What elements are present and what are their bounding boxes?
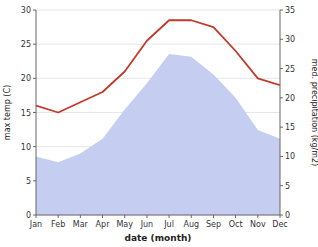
x-tick bbox=[36, 215, 37, 218]
y-tick bbox=[33, 112, 36, 113]
y2-tick bbox=[280, 156, 283, 157]
x-tick-label: Sep bbox=[206, 220, 221, 229]
y2-tick-label: 10 bbox=[285, 152, 295, 161]
y-tick bbox=[33, 146, 36, 147]
y-tick-label: 25 bbox=[21, 40, 31, 49]
y-tick bbox=[33, 44, 36, 45]
y2-tick-label: 5 bbox=[285, 182, 290, 191]
y2-tick-label: 0 bbox=[285, 211, 290, 220]
x-tick bbox=[213, 215, 214, 218]
y-tick-label: 0 bbox=[26, 211, 31, 220]
y-axis-label: max temp (C) bbox=[3, 85, 12, 140]
x-tick bbox=[257, 215, 258, 218]
chart: 0 5 10 15 20 25 30 0 5 10 15 20 25 30 35 Jan Feb Mar Apr Ma… bbox=[0, 0, 318, 247]
x-tick bbox=[80, 215, 81, 218]
y2-tick bbox=[280, 97, 283, 98]
y2-axis-label: med. precipitation (kg/m2) bbox=[310, 59, 318, 166]
y2-tick bbox=[280, 127, 283, 128]
y-tick-label: 10 bbox=[21, 143, 31, 152]
y2-tick-label: 20 bbox=[285, 94, 295, 103]
x-tick-label: Oct bbox=[229, 220, 243, 229]
x-axis-line bbox=[36, 215, 280, 216]
y-tick bbox=[33, 180, 36, 181]
y-tick-label: 30 bbox=[21, 6, 31, 15]
x-tick-label: May bbox=[116, 220, 133, 229]
x-tick-label: Dec bbox=[272, 220, 287, 229]
x-tick-label: Feb bbox=[51, 220, 65, 229]
x-axis-label: date (month) bbox=[125, 233, 192, 243]
y2-axis-line bbox=[280, 10, 281, 215]
precip-area bbox=[36, 54, 280, 215]
x-tick-label: Jul bbox=[163, 220, 174, 229]
y-tick bbox=[33, 78, 36, 79]
x-tick-label: Jun bbox=[140, 220, 154, 229]
y2-tick bbox=[280, 39, 283, 40]
grid-line bbox=[36, 215, 280, 216]
x-tick bbox=[58, 215, 59, 218]
x-tick bbox=[235, 215, 236, 218]
y2-tick-label: 15 bbox=[285, 123, 295, 132]
x-tick bbox=[169, 215, 170, 218]
temp-line bbox=[36, 20, 280, 112]
x-tick-label: Nov bbox=[250, 220, 266, 229]
y2-tick-label: 30 bbox=[285, 35, 295, 44]
y-tick-label: 20 bbox=[21, 74, 31, 83]
x-tick-label: Mar bbox=[73, 220, 89, 229]
x-tick bbox=[102, 215, 103, 218]
y2-tick bbox=[280, 68, 283, 69]
y2-tick bbox=[280, 10, 283, 11]
x-tick bbox=[191, 215, 192, 218]
x-tick bbox=[146, 215, 147, 218]
y2-tick bbox=[280, 185, 283, 186]
x-tick bbox=[124, 215, 125, 218]
y-tick-label: 5 bbox=[26, 177, 31, 186]
x-tick-label: Aug bbox=[183, 220, 199, 229]
y-tick bbox=[33, 10, 36, 11]
y-tick-label: 15 bbox=[21, 109, 31, 118]
plot-area bbox=[36, 20, 280, 215]
y2-tick-label: 25 bbox=[285, 65, 295, 74]
x-tick bbox=[280, 215, 281, 218]
x-tick-label: Jan bbox=[29, 220, 42, 229]
grid-line bbox=[36, 10, 280, 11]
x-tick-label: Apr bbox=[96, 220, 111, 229]
grid-line bbox=[36, 44, 280, 45]
y2-tick-label: 35 bbox=[285, 6, 295, 15]
